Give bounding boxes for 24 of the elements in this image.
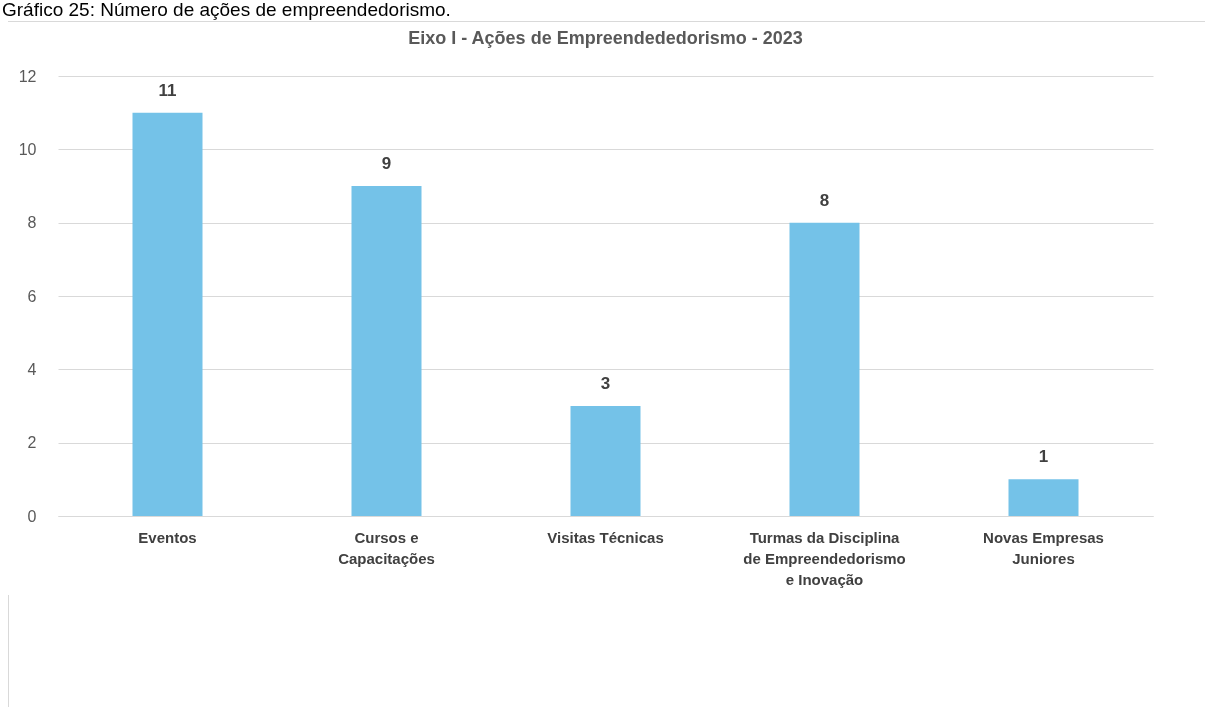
y-tick-label: 10 <box>18 140 37 158</box>
y-tick-label: 0 <box>27 507 37 525</box>
y-tick-label: 4 <box>27 360 37 378</box>
x-tick-label: Cursos e Capacitações <box>338 528 435 567</box>
data-label: 8 <box>819 190 830 210</box>
chart-title: Eixo I - Ações de Empreendededorismo - 2023 <box>408 28 803 48</box>
text: Gráfico 25: Número de ações de empreendedorismo. <box>1 0 452 20</box>
data-label: 3 <box>600 374 611 393</box>
x-tick-label: Novas Empresas Juniores <box>983 528 1104 567</box>
y-tick-label: 2 <box>27 434 37 452</box>
bar <box>132 112 203 516</box>
x-tick-label: Eventos <box>138 528 197 546</box>
bar <box>351 186 422 516</box>
x-tick-label: Visitas Técnicas <box>547 528 664 546</box>
x-tick-label: Turmas da Disciplina de Empreendedorismo e Inovação <box>743 528 906 588</box>
bar <box>789 222 860 516</box>
bar <box>570 406 641 516</box>
bar <box>1008 479 1079 516</box>
data-label: 1 <box>1038 447 1049 467</box>
y-tick-label: 6 <box>27 287 37 305</box>
data-label: 9 <box>381 154 392 173</box>
data-label: 11 <box>158 80 177 100</box>
y-tick-label: 8 <box>27 214 37 232</box>
y-tick-label: 12 <box>18 67 37 85</box>
